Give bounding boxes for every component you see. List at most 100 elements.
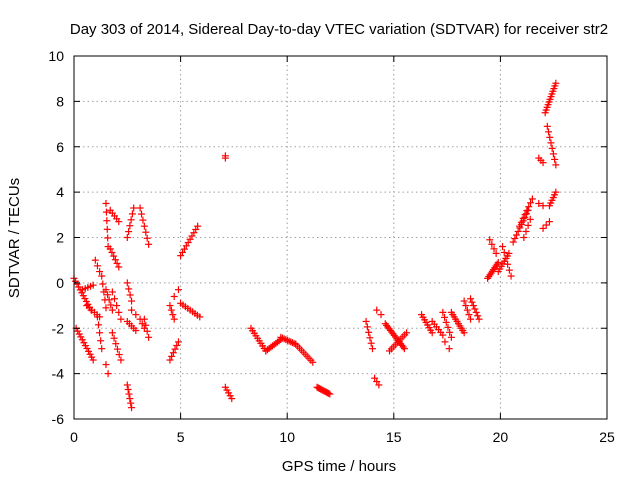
y-tick-label: 2 <box>56 230 64 246</box>
data-point <box>136 204 144 212</box>
data-point <box>117 356 125 364</box>
data-point <box>499 243 507 251</box>
data-point <box>142 321 150 329</box>
data-point <box>127 399 135 407</box>
data-point <box>123 234 131 241</box>
data-point <box>428 329 436 337</box>
data-point <box>102 208 110 216</box>
data-point <box>128 404 136 412</box>
data-point <box>138 320 146 328</box>
data-point <box>104 291 112 299</box>
data-point <box>278 334 286 342</box>
data-point <box>143 327 151 335</box>
data-point <box>124 386 132 394</box>
data-point <box>546 133 554 141</box>
data-point <box>439 331 447 339</box>
data-point <box>128 306 136 314</box>
data-point <box>128 210 136 218</box>
data-point <box>504 260 512 268</box>
y-tick-label: -2 <box>52 320 65 336</box>
data-point <box>472 308 480 316</box>
data-point <box>523 207 531 215</box>
grid-lines <box>74 56 607 419</box>
data-point <box>514 227 522 235</box>
data-point <box>95 321 103 329</box>
data-point <box>441 338 449 346</box>
x-tick-label: 5 <box>177 429 185 445</box>
data-point <box>108 248 116 256</box>
data-point <box>509 238 517 246</box>
data-point <box>545 128 553 136</box>
data-point <box>326 390 334 398</box>
data-point <box>511 235 519 243</box>
data-point <box>460 297 468 305</box>
data-point <box>108 306 116 314</box>
data-point <box>139 216 147 224</box>
data-point <box>130 204 138 212</box>
data-point <box>366 334 374 342</box>
data-point <box>115 351 123 359</box>
data-point <box>110 252 118 260</box>
data-point <box>522 227 530 235</box>
data-point <box>89 281 97 289</box>
data-point <box>283 336 291 344</box>
y-tick-label: 10 <box>48 48 64 64</box>
data-point <box>115 308 123 316</box>
data-point <box>171 345 179 353</box>
data-point <box>505 266 513 274</box>
data-point <box>539 202 547 210</box>
data-point <box>365 328 373 336</box>
data-point <box>528 195 536 203</box>
data-point <box>113 302 121 310</box>
data-point <box>377 311 385 319</box>
data-point <box>102 286 110 294</box>
data-point <box>490 245 498 253</box>
data-point <box>373 306 381 314</box>
data-point <box>140 222 148 230</box>
data-point <box>127 216 135 224</box>
data-point <box>174 286 182 294</box>
data-point <box>552 188 560 196</box>
data-point <box>110 334 118 342</box>
data-point <box>132 311 140 319</box>
x-tick-label: 25 <box>599 429 615 445</box>
data-point <box>403 329 411 337</box>
data-point <box>115 263 123 271</box>
data-point <box>520 234 528 241</box>
data-point <box>552 79 560 87</box>
data-point <box>108 288 116 296</box>
data-point <box>505 249 513 257</box>
data-point <box>104 234 112 242</box>
data-point <box>145 333 153 341</box>
data-point <box>170 315 178 323</box>
data-point <box>111 256 119 264</box>
data-point <box>539 159 547 167</box>
data-point <box>441 313 449 321</box>
data-point <box>527 199 535 207</box>
data-point <box>524 221 532 229</box>
data-point <box>549 150 557 158</box>
data-point <box>543 122 551 130</box>
y-tick-label: -4 <box>52 366 65 382</box>
x-tick-label: 0 <box>70 429 78 445</box>
data-point <box>325 389 333 397</box>
data-point <box>467 295 475 303</box>
y-tick-label: 8 <box>56 93 64 109</box>
chart-title: Day 303 of 2014, Sidereal Day-to-day VTE… <box>70 21 608 38</box>
y-tick-label: 0 <box>56 275 64 291</box>
data-point <box>113 259 121 267</box>
data-point <box>167 306 175 314</box>
data-point <box>132 327 140 335</box>
data-point <box>467 315 475 323</box>
data-point <box>174 338 182 346</box>
data-point <box>126 222 134 230</box>
data-point <box>368 345 376 353</box>
data-point <box>444 323 452 331</box>
data-point <box>277 333 285 341</box>
data-point <box>285 337 293 345</box>
data-point <box>169 311 177 319</box>
data-point <box>445 345 453 353</box>
data-point <box>375 381 383 389</box>
data-point <box>475 315 483 323</box>
data-point <box>502 254 510 262</box>
